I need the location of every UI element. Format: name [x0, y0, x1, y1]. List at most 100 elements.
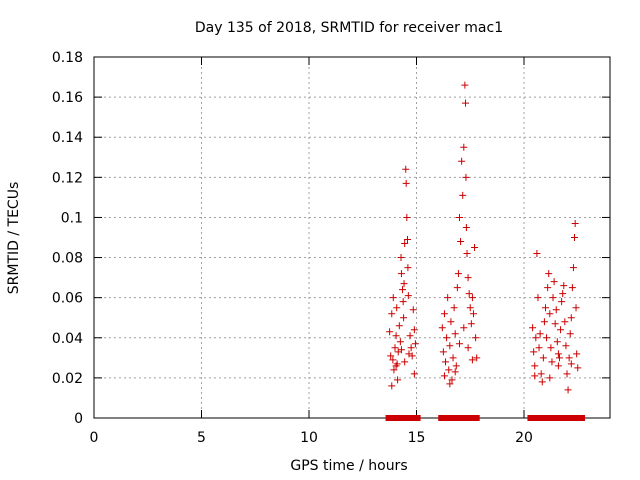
data-point: [458, 157, 466, 165]
data-point: [462, 223, 470, 231]
x-tick-label: 0: [90, 430, 99, 446]
data-point: [401, 240, 409, 248]
data-point: [463, 250, 471, 258]
data-point: [404, 292, 412, 300]
data-point: [443, 334, 451, 342]
baseline-point: [454, 415, 461, 421]
data-point: [445, 366, 453, 374]
data-point: [389, 294, 397, 302]
data-point: [405, 350, 413, 358]
data-point: [542, 304, 549, 312]
baseline-point: [401, 415, 408, 421]
data-point: [453, 284, 461, 292]
data-point: [468, 294, 476, 302]
data-point: [402, 165, 410, 173]
y-tick-label: 0.08: [52, 251, 83, 267]
data-point: [543, 334, 551, 342]
data-point: [390, 366, 398, 374]
x-tick-label: 15: [408, 430, 426, 446]
grid-lines: [94, 57, 610, 418]
data-point: [447, 318, 455, 326]
data-point: [397, 254, 405, 262]
data-point: [529, 324, 537, 332]
data-point: [466, 304, 474, 312]
data-point: [397, 270, 405, 278]
data-point: [564, 386, 572, 394]
data-point: [403, 236, 411, 244]
baseline-point: [553, 415, 560, 421]
x-tick-label: 5: [197, 430, 206, 446]
data-point: [530, 348, 538, 356]
y-tick-label: 0.06: [52, 291, 83, 307]
baseline-point: [550, 415, 557, 421]
data-point: [473, 354, 481, 362]
data-point: [442, 358, 450, 366]
baseline-point: [543, 415, 550, 421]
data-point: [406, 332, 414, 340]
baseline-point: [527, 415, 534, 421]
data-point: [386, 328, 394, 336]
data-point: [468, 356, 476, 364]
data-point: [539, 354, 547, 362]
data-point: [549, 294, 557, 302]
y-tick-label: 0: [74, 411, 83, 427]
data-point: [572, 304, 580, 312]
baseline-point: [408, 415, 415, 421]
data-point: [387, 352, 395, 360]
data-point: [450, 304, 458, 312]
data-point: [448, 376, 456, 384]
data-point: [401, 358, 409, 366]
baseline-point: [572, 415, 579, 421]
baseline-point: [559, 415, 566, 421]
baseline-point: [569, 415, 576, 421]
y-tick-label: 0.14: [52, 130, 83, 146]
baseline-point: [392, 415, 398, 421]
data-point: [451, 368, 459, 376]
data-point: [554, 350, 562, 358]
data-point: [388, 382, 396, 390]
baseline-point: [460, 415, 467, 421]
data-point: [472, 334, 480, 342]
data-point: [461, 81, 469, 89]
data-point: [531, 372, 539, 380]
data-point: [446, 342, 454, 350]
data-point: [560, 282, 568, 290]
baseline-point: [533, 415, 540, 421]
data-point: [568, 284, 576, 292]
data-point: [545, 270, 553, 278]
data-point: [557, 326, 565, 334]
data-point: [396, 338, 404, 346]
data-point: [554, 362, 562, 370]
data-point: [565, 354, 573, 362]
data-point: [574, 364, 582, 372]
baseline-point: [404, 415, 411, 421]
data-point: [573, 350, 581, 358]
data-point: [440, 372, 448, 380]
baseline-point: [546, 415, 553, 421]
baseline-point: [537, 415, 544, 421]
data-point: [464, 274, 472, 282]
data-point: [444, 294, 452, 302]
data-point: [456, 213, 463, 221]
x-axis-title: GPS time / hours: [290, 458, 407, 474]
data-point: [552, 306, 560, 314]
data-point: [536, 330, 544, 338]
data-point: [532, 334, 540, 342]
data-point: [540, 318, 548, 326]
data-point: [395, 322, 403, 330]
y-tick-label: 0.02: [52, 371, 83, 387]
axis-ticks: 0 0.02 0.04 0.06 0.08 0.1 0.12 0.14 0.16 0.18 0 5 10…: [52, 50, 610, 446]
baseline-point: [470, 415, 477, 421]
data-point: [400, 314, 408, 322]
baseline-point: [464, 415, 471, 421]
data-point: [471, 244, 479, 252]
data-point: [551, 320, 559, 328]
data-point: [410, 326, 418, 334]
y-tick-label: 0.12: [52, 170, 83, 186]
data-point: [546, 310, 554, 318]
data-point: [561, 318, 569, 326]
data-point: [569, 264, 577, 272]
data-point: [391, 344, 399, 352]
baseline-point: [447, 415, 454, 421]
data-point: [555, 354, 563, 362]
